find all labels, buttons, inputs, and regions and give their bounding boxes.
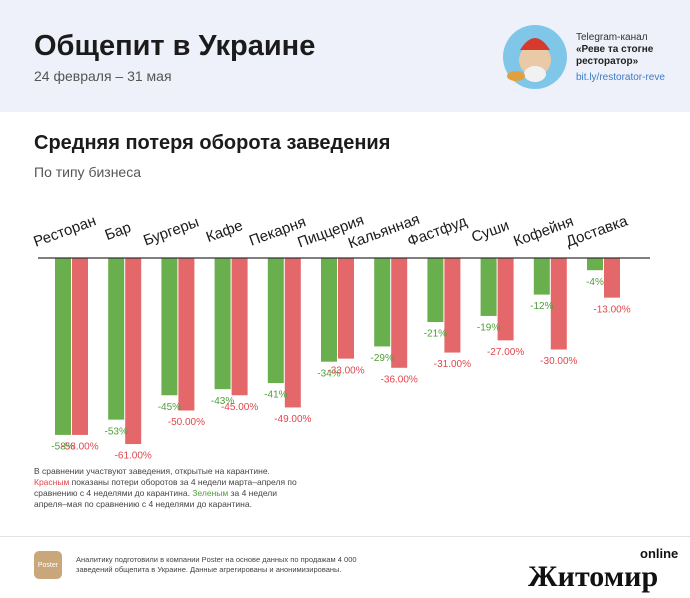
x-tick-label: Суши <box>469 217 511 246</box>
data-label: -33.00% <box>327 365 364 376</box>
data-label: -49.00% <box>274 414 311 425</box>
data-label: -58.00% <box>61 442 98 453</box>
data-label: -45% <box>158 402 181 413</box>
chart: Ресторан Бар Бургеры Кафе ПекарняПиццерияКал… <box>31 211 650 462</box>
bar <box>55 258 71 435</box>
footer-text: Аналитику подготовили в компании Poster … <box>76 555 357 574</box>
bar <box>391 258 408 368</box>
data-label: -50.00% <box>168 417 205 428</box>
data-label: -31.00% <box>434 359 471 370</box>
x-tick-label: Доставка <box>564 212 631 250</box>
data-label: -45.00% <box>221 402 258 413</box>
bar <box>161 258 178 396</box>
divider <box>0 536 690 537</box>
data-label: -19% <box>477 323 500 334</box>
header-subtitle: 24 февраля – 31 мая <box>34 68 172 84</box>
data-label: -41% <box>264 390 287 401</box>
bar <box>72 258 88 435</box>
note-text: показаны потери оборотов за 4 недели мар… <box>34 477 297 498</box>
bar <box>497 258 514 341</box>
header-title: Общепит в Украине <box>34 30 316 62</box>
data-label: -12% <box>530 301 553 312</box>
channel-label: Telegram-канал <box>576 32 648 43</box>
avatar <box>503 25 567 89</box>
x-tick-label: Бар <box>103 219 134 244</box>
header: Общепит в Украине 24 февраля – 31 мая Te… <box>0 0 690 112</box>
bar <box>178 258 195 411</box>
bar <box>231 258 248 396</box>
bar <box>427 258 444 323</box>
watermark: Житомир <box>528 560 659 593</box>
data-label: -43% <box>211 396 234 407</box>
x-tick-label: Ресторан <box>31 212 98 250</box>
bar <box>125 258 142 445</box>
channel-link[interactable]: bit.ly/restorator-reve <box>576 72 665 83</box>
bar <box>108 258 125 420</box>
data-label: -4% <box>586 277 604 288</box>
data-label: -53% <box>105 426 128 437</box>
data-label: -30.00% <box>540 356 577 367</box>
bar <box>550 258 567 350</box>
watermark-sub: online <box>640 546 679 561</box>
x-tick-label: Бургеры <box>141 214 201 250</box>
bar <box>338 258 354 359</box>
data-label: -58% <box>51 442 74 453</box>
bar <box>267 258 284 384</box>
x-tick-label: Кофейня <box>511 213 576 250</box>
poster-logo: Poster <box>34 551 62 579</box>
channel-name: «Реве та стогне ресторатор» <box>576 44 654 67</box>
bar <box>533 258 550 295</box>
data-label: -13.00% <box>593 304 630 315</box>
note-text: В сравнении участвуют заведения, открыты… <box>34 466 270 476</box>
bar <box>444 258 461 353</box>
bar <box>604 258 620 298</box>
data-label: -21% <box>424 329 447 340</box>
data-label: -36.00% <box>381 374 418 385</box>
x-tick-label: Кафе <box>204 217 245 246</box>
note-red: Красным <box>34 477 70 487</box>
note: В сравнении участвуют заведения, открыты… <box>34 466 304 510</box>
bar <box>284 258 301 408</box>
bar <box>321 258 337 362</box>
data-label: -61.00% <box>115 451 152 462</box>
bar <box>374 258 391 347</box>
chart-subtitle: По типу бизнеса <box>34 164 142 180</box>
data-label: -27.00% <box>487 347 524 358</box>
bar <box>480 258 497 316</box>
bar <box>214 258 231 390</box>
data-label: -34% <box>317 368 340 379</box>
bar <box>587 258 603 271</box>
note-text: за 4 недели апреля–мая по сравнению с 4 … <box>34 488 278 509</box>
data-label: -29% <box>371 353 394 364</box>
chart-title: Средняя потеря оборота заведения <box>34 132 391 154</box>
note-green: Зеленым <box>192 488 229 498</box>
